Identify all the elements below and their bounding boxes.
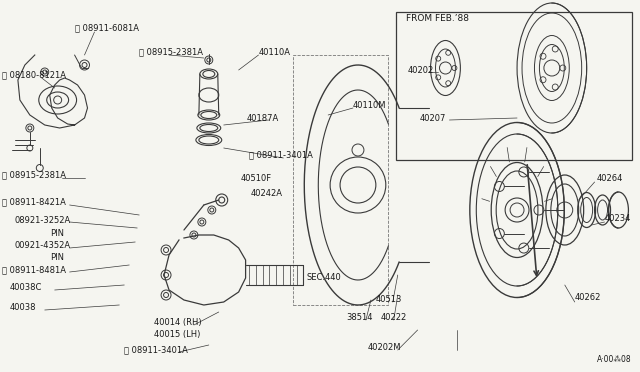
Text: 40110A: 40110A: [259, 48, 291, 57]
Text: 40202: 40202: [408, 65, 434, 74]
Text: 40234: 40234: [605, 214, 631, 222]
Text: Ⓝ 08911-3401A: Ⓝ 08911-3401A: [248, 151, 312, 160]
Text: 40513: 40513: [376, 295, 402, 305]
Text: 40242A: 40242A: [251, 189, 283, 198]
Text: PIN: PIN: [50, 253, 64, 263]
Text: 40110M: 40110M: [353, 100, 387, 109]
Text: 00921-4352A: 00921-4352A: [15, 241, 71, 250]
Text: 40264: 40264: [596, 173, 623, 183]
Text: A·00⁂08: A·00⁂08: [596, 356, 631, 365]
Text: PIN: PIN: [50, 228, 64, 237]
Text: 08921-3252A: 08921-3252A: [15, 215, 71, 224]
Text: 40015 (LH): 40015 (LH): [154, 330, 200, 339]
Text: Ⓝ 08911-8421A: Ⓝ 08911-8421A: [2, 198, 66, 206]
Text: 40510F: 40510F: [241, 173, 272, 183]
Text: Ⓟ 08915-2381A: Ⓟ 08915-2381A: [2, 170, 66, 180]
Text: FROM FEB.’88: FROM FEB.’88: [406, 13, 468, 22]
Text: Ⓝ 08911-6081A: Ⓝ 08911-6081A: [75, 23, 139, 32]
Text: Ⓟ 08915-2381A: Ⓟ 08915-2381A: [140, 48, 204, 57]
Text: 40014 (RH): 40014 (RH): [154, 317, 202, 327]
Text: 40038: 40038: [10, 304, 36, 312]
Text: 40202M: 40202M: [368, 343, 401, 353]
Text: 40262: 40262: [575, 294, 601, 302]
Bar: [396, 12, 632, 160]
Text: SEC.440: SEC.440: [307, 273, 341, 282]
Text: 40038C: 40038C: [10, 283, 42, 292]
Text: 40207: 40207: [420, 113, 446, 122]
Text: Ⓝ 08911-3401A: Ⓝ 08911-3401A: [124, 346, 188, 355]
Text: 40187A: 40187A: [246, 113, 279, 122]
Bar: [293, 55, 388, 305]
Text: Ⓝ 08911-8481A: Ⓝ 08911-8481A: [2, 266, 66, 275]
Text: 38514: 38514: [346, 314, 372, 323]
Text: Ⓑ 08180-8121A: Ⓑ 08180-8121A: [2, 71, 66, 80]
Text: 40222: 40222: [381, 314, 407, 323]
